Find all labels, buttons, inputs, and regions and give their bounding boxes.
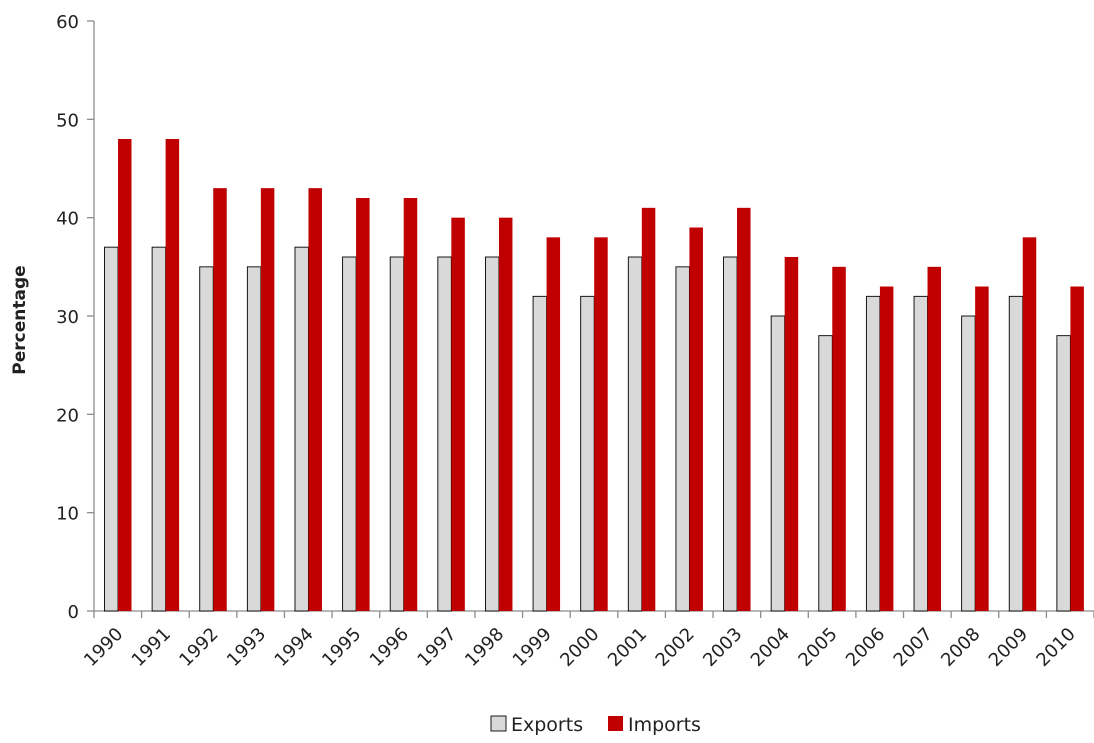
bar-imports-2004 — [784, 257, 799, 611]
bar-exports-2008 — [961, 315, 976, 612]
x-tick-label-2002: 2002 — [652, 624, 699, 671]
x-tick-label-2000: 2000 — [556, 624, 603, 671]
bar-exports-2002 — [675, 266, 690, 612]
bar-imports-2007 — [927, 266, 942, 611]
bar-exports-2010 — [1056, 335, 1071, 612]
bar-exports-2006 — [865, 295, 881, 612]
bar-exports-1993 — [246, 266, 262, 612]
bar-exports-2004 — [770, 315, 786, 612]
bar-exports-1992 — [199, 266, 214, 612]
bar-exports-1997 — [437, 256, 452, 612]
bar-imports-2006 — [879, 286, 894, 611]
bar-exports-2005 — [818, 335, 833, 612]
bar-imports-2001 — [641, 207, 656, 612]
x-tick-label-2003: 2003 — [699, 624, 746, 671]
bar-imports-2003 — [737, 207, 751, 612]
x-tick-label-1991: 1991 — [128, 624, 175, 671]
x-tick-label-1993: 1993 — [223, 624, 270, 671]
bar-exports-2009 — [1008, 295, 1024, 612]
bar-exports-2007 — [913, 295, 928, 612]
bar-exports-1990 — [104, 246, 119, 612]
bar-exports-2001 — [627, 256, 643, 612]
bar-imports-1992 — [213, 188, 227, 611]
x-tick-label-2005: 2005 — [794, 624, 841, 671]
bar-exports-1998 — [485, 256, 500, 612]
bar-imports-2000 — [594, 237, 608, 612]
x-tick-label-2006: 2006 — [842, 624, 889, 671]
x-tick-label-1994: 1994 — [271, 624, 318, 671]
x-tick-label-2007: 2007 — [890, 624, 937, 671]
x-tick-label-2001: 2001 — [604, 624, 651, 671]
bar-exports-1994 — [294, 246, 309, 612]
bar-imports-1997 — [451, 217, 465, 611]
bar-imports-2010 — [1070, 286, 1084, 611]
bar-exports-1999 — [532, 295, 548, 612]
legend-label-exports: Exports — [511, 714, 583, 736]
bar-exports-1995 — [342, 256, 357, 612]
bar-imports-2009 — [1022, 237, 1037, 612]
legend-swatch-imports — [608, 716, 623, 731]
y-tick-label: 40 — [56, 209, 79, 230]
x-tick-label-1999: 1999 — [509, 624, 556, 671]
x-tick-label-1998: 1998 — [461, 624, 508, 671]
x-tick-label-1992: 1992 — [175, 624, 222, 671]
bar-imports-1994 — [308, 188, 322, 611]
bar-imports-1996 — [403, 198, 418, 611]
bar-imports-2002 — [689, 227, 703, 611]
bar-imports-1999 — [546, 237, 561, 612]
x-tick-label-2008: 2008 — [937, 624, 984, 671]
x-tick-label-1997: 1997 — [413, 624, 460, 671]
bar-exports-2000 — [580, 295, 595, 612]
bar-imports-1998 — [498, 217, 513, 611]
legend-label-imports: Imports — [628, 714, 701, 736]
y-tick-label: 60 — [56, 12, 79, 33]
y-tick-label: 0 — [68, 602, 79, 623]
x-tick-label-2010: 2010 — [1032, 624, 1079, 671]
legend: Exports Imports — [490, 714, 701, 736]
bar-exports-1996 — [389, 256, 405, 612]
x-tick-label-2009: 2009 — [985, 624, 1032, 671]
y-tick-label: 10 — [56, 504, 79, 525]
y-axis-title: Percentage — [10, 265, 30, 374]
bar-imports-1991 — [165, 139, 180, 611]
y-tick-label: 50 — [56, 110, 79, 131]
x-tick-label-1995: 1995 — [318, 624, 365, 671]
x-tick-label-1990: 1990 — [80, 624, 127, 671]
bar-imports-1995 — [356, 198, 370, 611]
y-tick-label: 30 — [56, 307, 79, 328]
bar-imports-1993 — [260, 188, 275, 611]
x-tick-label-1996: 1996 — [366, 624, 413, 671]
bar-exports-1991 — [151, 246, 167, 612]
legend-swatch-exports — [490, 715, 507, 732]
bar-exports-2003 — [723, 256, 738, 612]
bar-imports-2005 — [832, 266, 846, 611]
bar-imports-1990 — [118, 139, 132, 611]
bar-imports-2008 — [975, 286, 989, 611]
x-tick-label-2004: 2004 — [747, 624, 794, 671]
y-tick-label: 20 — [56, 405, 79, 426]
